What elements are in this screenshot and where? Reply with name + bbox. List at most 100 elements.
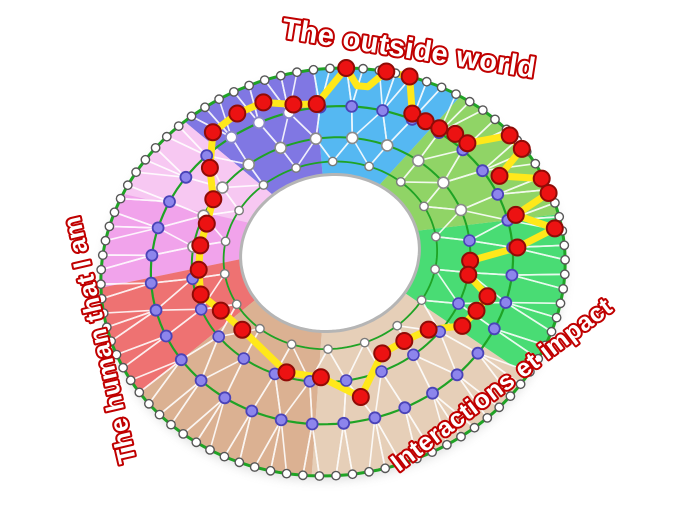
node-outer xyxy=(96,293,107,304)
node-outer xyxy=(396,458,407,469)
node-mid-inner xyxy=(345,131,359,145)
red-node xyxy=(416,112,435,131)
node-outer xyxy=(451,89,461,100)
node-mid-inner xyxy=(339,374,353,387)
node-mid-outer xyxy=(426,386,439,400)
node-mid-outer xyxy=(376,104,390,117)
red-node xyxy=(311,368,330,387)
node-outer xyxy=(347,469,358,480)
node-mid-inner xyxy=(380,139,394,152)
node-outer xyxy=(265,465,276,476)
node-mid-outer xyxy=(476,164,489,178)
node-outer xyxy=(234,457,245,468)
node-outer xyxy=(533,353,544,364)
node-mid-inner xyxy=(463,234,476,247)
node-inner xyxy=(395,176,406,187)
node-mid-outer xyxy=(450,368,464,382)
red-node xyxy=(228,104,247,123)
wheel-graphics xyxy=(96,59,570,481)
node-outer xyxy=(191,437,202,448)
node-mid-outer xyxy=(163,195,176,209)
node-outer xyxy=(441,439,452,450)
node-outer xyxy=(490,114,500,125)
node-mid-inner xyxy=(216,181,229,194)
node-mid-inner xyxy=(212,330,225,343)
node-outer xyxy=(109,207,120,218)
node-inner xyxy=(323,344,333,354)
red-node xyxy=(458,134,477,153)
node-outer xyxy=(358,63,368,74)
node-mid-inner xyxy=(274,141,287,155)
red-node xyxy=(430,119,449,138)
red-node xyxy=(284,95,303,114)
red-node xyxy=(532,169,551,188)
node-inner xyxy=(416,295,427,306)
node-mid-inner xyxy=(375,365,388,378)
red-node xyxy=(467,301,486,320)
node-outer xyxy=(140,154,151,165)
node-mid-inner xyxy=(309,132,323,145)
red-node xyxy=(539,184,558,202)
node-outer xyxy=(559,269,570,280)
node-outer xyxy=(505,391,516,401)
donut-hole xyxy=(239,173,421,333)
node-outer xyxy=(205,444,215,455)
node-outer xyxy=(558,283,569,294)
node-outer xyxy=(131,167,142,178)
node-mid-outer xyxy=(368,411,382,425)
node-outer xyxy=(101,322,112,333)
node-outer xyxy=(161,131,172,142)
node-inner xyxy=(430,231,441,242)
node-outer xyxy=(134,387,145,398)
node-outer xyxy=(331,470,341,481)
node-mid-outer xyxy=(151,221,165,235)
node-outer xyxy=(325,63,335,74)
node-mid-outer xyxy=(174,353,188,367)
node-inner xyxy=(234,205,245,216)
red-node xyxy=(373,344,392,363)
node-inner xyxy=(219,268,230,279)
node-mid-outer xyxy=(487,322,501,336)
node-outer xyxy=(98,308,109,318)
red-node xyxy=(453,316,472,335)
node-mid-inner xyxy=(194,302,208,316)
node-mid-outer xyxy=(337,416,351,430)
node-outer xyxy=(464,96,475,107)
red-node xyxy=(490,166,509,185)
red-node xyxy=(254,93,273,112)
red-node xyxy=(446,124,465,143)
node-outer xyxy=(150,142,161,153)
node-inner xyxy=(430,264,440,275)
node-outer xyxy=(173,121,184,132)
node-mid-inner xyxy=(411,154,425,167)
node-outer xyxy=(259,75,270,86)
node-inner xyxy=(258,180,269,190)
node-outer xyxy=(515,379,526,390)
node-outer xyxy=(118,362,129,373)
node-outer xyxy=(219,451,230,462)
node-outer xyxy=(380,463,391,474)
node-mid-outer xyxy=(245,404,259,418)
node-mid-outer xyxy=(144,276,158,290)
node-mid-outer xyxy=(274,413,288,427)
node-mid-inner xyxy=(237,352,251,365)
node-inner xyxy=(359,337,370,348)
node-mid-outer xyxy=(194,374,208,387)
node-outer xyxy=(314,471,325,481)
node-inner xyxy=(392,320,403,331)
node-mid-outer xyxy=(159,329,173,343)
node-outer xyxy=(125,375,136,386)
node-outer xyxy=(456,431,466,442)
node-inner xyxy=(220,236,231,247)
node-inner xyxy=(291,163,301,173)
node-outer xyxy=(411,453,422,464)
red-node xyxy=(191,285,210,304)
node-outer xyxy=(249,462,260,472)
node-mid-outer xyxy=(145,248,159,262)
node-mid-outer xyxy=(505,268,519,282)
node-outer xyxy=(111,349,122,360)
node-mid-outer xyxy=(471,346,485,360)
node-outer xyxy=(244,80,255,91)
node-outer xyxy=(166,419,176,430)
